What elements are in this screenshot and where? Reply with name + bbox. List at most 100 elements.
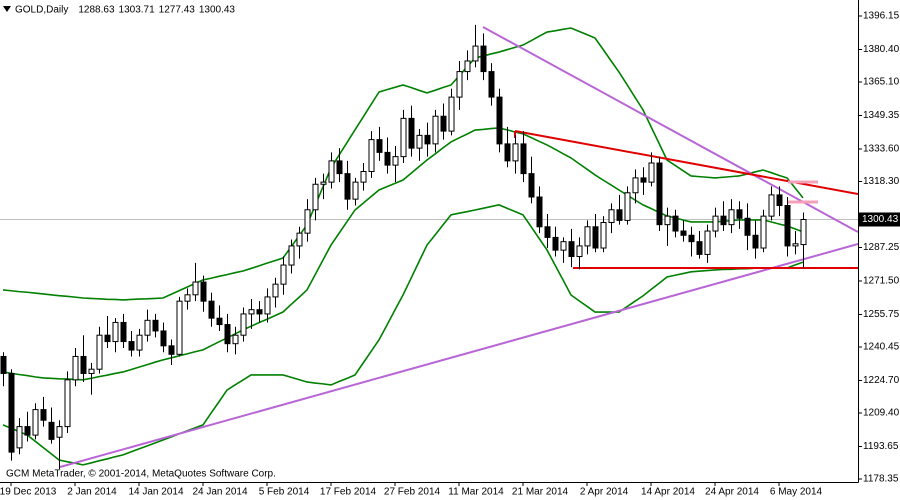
y-tick-label: 1396.15 [863,11,900,22]
candle-body [152,319,159,332]
candle-body [344,173,351,200]
candle-body [24,426,31,436]
candle-body [128,341,135,351]
candle-body [624,192,631,221]
x-tick-label: 17 Feb 2014 [320,487,377,498]
collapse-icon [3,6,11,12]
bollinger-band [2,27,804,301]
candle-body [792,243,799,247]
candle-body [520,143,527,175]
candle-body [136,334,143,351]
candle-body [616,209,623,221]
candle-body [240,313,247,336]
y-tick-label: 1349.35 [863,110,900,121]
candle-body [424,134,431,145]
bollinger-band [2,204,804,466]
y-tick-label: 1271.50 [863,276,900,287]
candle-body [248,309,255,315]
candle-body [648,162,655,183]
candle-body [280,264,287,285]
y-tick-label: 1255.75 [863,309,900,320]
candle-body [584,226,591,247]
candle-body [664,215,671,226]
bid-label: 1300.43 [862,214,899,225]
candle-body [752,234,759,249]
candle-body [256,309,263,315]
candle-body [544,226,551,238]
candle-body [608,209,615,224]
ohlc-close: 1300.43 [199,5,236,16]
x-tick-label: 2 Jan 2014 [67,487,117,498]
y-tick-label: 1287.25 [863,242,900,253]
candle-body [96,334,103,370]
candle-body [312,183,319,211]
y-tick-label: 1240.45 [863,342,900,353]
candle-body [456,71,463,98]
candle-body [48,421,55,440]
candle-body [464,60,471,73]
candle-body [200,281,207,302]
candle-body [216,317,223,326]
x-tick-label: 14 Jan 2014 [128,487,183,498]
candle-body [384,151,391,166]
candle-body [688,234,695,243]
candle-body [712,215,719,232]
candle-body [552,236,559,251]
candles-layer [0,24,807,470]
candle-body [632,177,639,194]
y-tick-label: 1193.65 [863,441,899,452]
candle-body [400,117,407,158]
candle-body [512,143,519,162]
copyright: GCM MetaTrader, © 2001-2014, MetaQuotes … [6,469,276,480]
candle-body [208,300,215,319]
y-tick-label: 1380.40 [863,44,900,55]
candle-body [88,368,95,374]
candle-body [184,294,191,302]
candle-body [360,171,367,183]
y-tick-label: 1209.40 [863,408,900,419]
candle-body [320,181,327,185]
y-tick-label: 1318.30 [863,176,900,187]
candle-body [288,245,295,266]
candle-body [696,241,703,255]
candle-body [448,96,455,132]
candle-body [592,226,599,249]
candle-body [368,139,375,173]
y-tick-label: 1178.35 [863,474,899,485]
candle-body [640,177,647,183]
candle-body [224,324,231,345]
candle-body [64,379,71,428]
candle-body [192,281,199,296]
trendlines [59,26,858,468]
candle-body [656,162,663,226]
candle-body [776,194,783,207]
candle-body [768,194,775,217]
trendline [482,26,858,233]
candle-body [80,355,87,374]
x-tick-label: 24 Apr 2014 [705,487,759,498]
candle-body [144,319,151,336]
y-tick-label: 1224.70 [863,375,900,386]
candle-body [176,300,183,355]
ohlc-open: 1288.63 [78,5,115,16]
candle-body [568,241,575,258]
candle-body [40,409,47,421]
candle-body [160,330,167,347]
candle-body [736,209,743,219]
candle-body [680,230,687,236]
candle-body [672,215,679,232]
candle-body [704,230,711,255]
candle-body [488,71,495,98]
x-tick-label: 5 Feb 2014 [259,487,310,498]
candle-body [432,115,439,145]
candle-body [560,241,567,251]
x-tick-label: 24 Jan 2014 [192,487,247,498]
candle-body [496,96,503,145]
candle-body [104,334,111,343]
candle-body [408,117,415,149]
candle-body [728,209,735,226]
